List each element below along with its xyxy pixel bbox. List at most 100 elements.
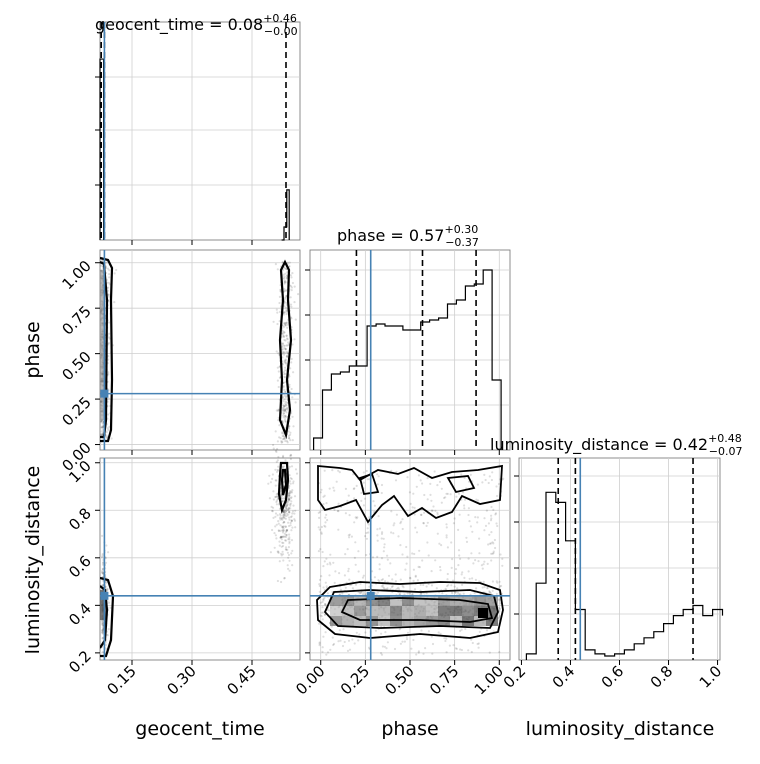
scatter-point-bot1	[352, 473, 355, 476]
scatter-point-bot1	[373, 576, 376, 579]
scatter-point-bot1	[378, 527, 381, 530]
scatter-point-bot0	[279, 524, 282, 527]
scatter-point-bot1	[465, 540, 469, 544]
scatter-point-mid0	[290, 317, 293, 320]
scatter-point-mid0	[101, 420, 104, 423]
scatter-point-bot1	[322, 495, 325, 498]
scatter-point-mid0	[279, 437, 282, 440]
scatter-point-mid0	[286, 326, 289, 329]
scatter-point-bot1	[403, 640, 406, 643]
scatter-point-bot1	[380, 532, 384, 536]
scatter-point-mid0	[278, 424, 281, 427]
scatter-point-bot0	[277, 550, 280, 553]
scatter-point-mid0	[107, 373, 110, 376]
xlabel-luminosity-distance: luminosity_distance	[526, 718, 715, 740]
scatter-point-bot1	[454, 568, 458, 571]
scatter-point-bot0	[280, 536, 283, 539]
scatter-point-bot0	[290, 496, 293, 499]
scatter-point-bot0	[279, 535, 283, 539]
scatter-point-bot1	[322, 503, 325, 506]
scatter-point-mid0	[283, 288, 286, 291]
scatter-point-mid0	[283, 331, 286, 334]
scatter-point-bot0	[287, 497, 291, 501]
scatter-point-mid0	[281, 342, 284, 346]
density-pixel-bot1	[438, 596, 450, 606]
scatter-point-bot1	[461, 571, 464, 574]
scatter-point-bot1	[487, 522, 490, 525]
scatter-point-bot0	[282, 529, 285, 532]
scatter-point-bot0	[279, 529, 282, 533]
scatter-point-bot1	[424, 647, 427, 650]
scatter-point-bot1	[323, 596, 326, 600]
scatter-point-bot0	[272, 506, 275, 509]
scatter-point-bot0	[277, 455, 280, 459]
scatter-point-bot0	[278, 560, 281, 563]
scatter-point-bot0	[289, 454, 292, 457]
scatter-point-mid0	[284, 289, 287, 292]
scatter-point-bot1	[492, 552, 495, 555]
scatter-point-bot1	[452, 522, 455, 525]
scatter-point-bot1	[360, 491, 363, 495]
scatter-point-bot1	[317, 526, 320, 529]
scatter-point-bot1	[328, 609, 331, 612]
scatter-point-bot1	[446, 578, 449, 581]
scatter-point-bot1	[422, 583, 425, 587]
scatter-point-mid0	[291, 415, 294, 418]
scatter-point-bot0	[101, 631, 104, 634]
scatter-point-bot1	[350, 535, 353, 538]
density-pixel-bot1	[366, 596, 378, 606]
scatter-point-bot1	[476, 521, 479, 524]
scatter-point-bot1	[382, 537, 385, 540]
scatter-point-bot0	[282, 521, 285, 524]
scatter-point-bot1	[423, 493, 426, 497]
scatter-point-bot0	[285, 533, 288, 537]
scatter-point-bot0	[282, 515, 285, 519]
scatter-point-mid0	[283, 436, 286, 439]
scatter-point-bot1	[333, 489, 336, 492]
scatter-point-mid0	[281, 260, 284, 264]
scatter-point-mid0	[284, 362, 287, 365]
density-pixel-bot1	[378, 606, 390, 616]
scatter-point-mid0	[107, 267, 110, 270]
scatter-point-bot1	[431, 642, 435, 646]
scatter-point-bot1	[498, 585, 501, 588]
scatter-point-bot0	[284, 506, 288, 509]
scatter-point-mid0	[277, 419, 280, 422]
scatter-point-bot1	[337, 640, 340, 643]
mid0-ytick-label-3: 0.75	[58, 302, 94, 338]
scatter-point-bot0	[284, 525, 287, 528]
scatter-point-bot1	[463, 504, 466, 507]
scatter-point-mid0	[294, 401, 297, 404]
scatter-point-bot0	[272, 447, 275, 450]
scatter-point-bot1	[496, 581, 499, 584]
scatter-point-mid0	[284, 359, 287, 362]
scatter-point-bot0	[106, 634, 109, 637]
scatter-point-bot0	[101, 628, 104, 631]
bot2-xtick-label-0: 0.2	[500, 662, 530, 692]
scatter-point-mid0	[283, 359, 286, 362]
scatter-point-bot0	[280, 552, 283, 555]
scatter-point-bot1	[381, 584, 384, 587]
scatter-point-bot1	[346, 548, 349, 551]
scatter-point-bot1	[373, 510, 376, 513]
scatter-point-bot1	[439, 632, 442, 635]
scatter-point-mid0	[294, 318, 297, 321]
scatter-point-bot1	[458, 513, 461, 516]
scatter-point-mid0	[276, 379, 279, 382]
scatter-point-bot1	[483, 585, 486, 589]
scatter-point-bot0	[289, 490, 292, 493]
scatter-point-bot1	[471, 530, 474, 533]
scatter-point-bot1	[446, 572, 449, 576]
scatter-point-mid0	[297, 293, 300, 296]
scatter-point-bot1	[469, 473, 472, 476]
scatter-point-mid0	[281, 363, 284, 366]
scatter-point-bot0	[104, 643, 108, 647]
scatter-point-bot0	[281, 526, 284, 529]
scatter-point-bot1	[451, 558, 454, 561]
scatter-point-bot1	[371, 556, 375, 559]
scatter-point-mid0	[281, 332, 284, 335]
scatter-point-bot1	[498, 616, 501, 619]
scatter-point-bot0	[289, 477, 292, 480]
scatter-point-bot1	[341, 592, 344, 595]
scatter-point-bot0	[284, 525, 287, 529]
